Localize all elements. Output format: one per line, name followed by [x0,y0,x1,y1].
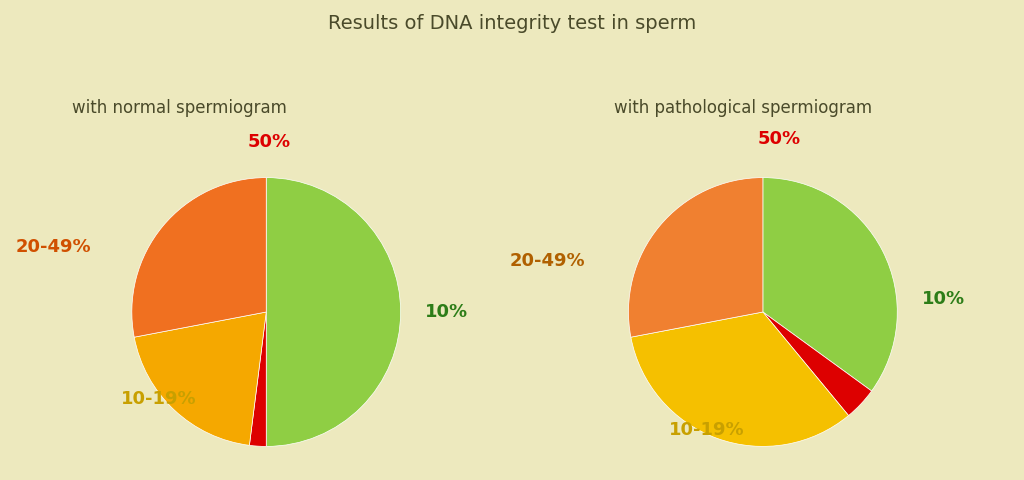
Wedge shape [629,178,763,337]
Text: 20-49%: 20-49% [510,252,586,270]
Wedge shape [763,178,897,391]
Wedge shape [132,178,266,337]
Text: 50%: 50% [248,133,291,151]
Text: 10-19%: 10-19% [121,390,197,408]
Text: with normal spermiogram: with normal spermiogram [72,99,287,117]
Text: 10-19%: 10-19% [669,421,744,439]
Text: 50%: 50% [758,130,801,148]
Wedge shape [631,312,849,446]
Text: 20-49%: 20-49% [16,239,91,256]
Text: with pathological spermiogram: with pathological spermiogram [614,99,872,117]
Wedge shape [134,312,266,445]
Wedge shape [763,312,871,416]
Wedge shape [266,178,400,446]
Text: 10%: 10% [425,303,468,321]
Text: 10%: 10% [922,289,965,308]
Text: Results of DNA integrity test in sperm: Results of DNA integrity test in sperm [328,14,696,34]
Wedge shape [250,312,266,446]
